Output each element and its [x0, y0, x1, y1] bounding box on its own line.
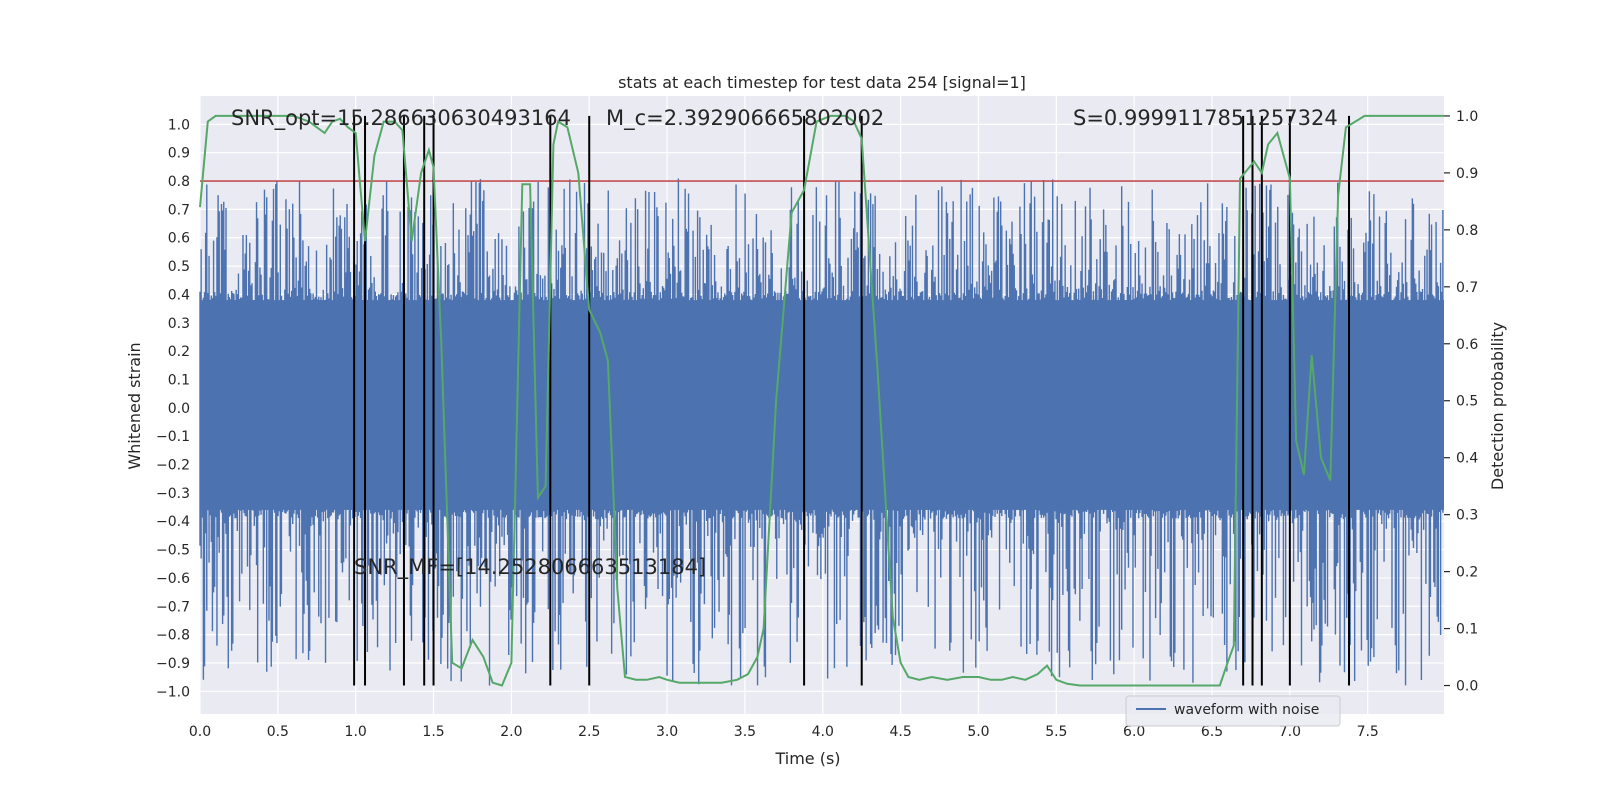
left-y-tick-label: −0.8	[156, 628, 190, 644]
x-axis-title: Time (s)	[774, 749, 840, 768]
annotation-snr-mf: SNR_MF=[14.252806663513184]	[354, 555, 706, 580]
left-y-tick-label: −1.0	[156, 684, 190, 700]
left-y-tick-label: 0.9	[168, 146, 190, 162]
x-tick-label: 0.5	[267, 724, 289, 740]
right-y-axis-title: Detection probability	[1488, 322, 1507, 490]
chart-title: stats at each timestep for test data 254…	[618, 73, 1026, 92]
left-y-tick-label: −0.1	[156, 429, 190, 445]
annotation-chirp-mass: M_c=2.392906665802002	[606, 106, 884, 131]
left-y-tick-label: −0.9	[156, 656, 190, 672]
x-tick-label: 6.5	[1201, 724, 1223, 740]
left-y-tick-label: −0.3	[156, 486, 190, 502]
legend-box	[1125, 695, 1341, 727]
left-y-tick-label: 0.2	[168, 344, 190, 360]
left-y-tick-label: −0.7	[156, 599, 190, 615]
right-y-tick-label: 0.1	[1456, 622, 1478, 638]
left-y-tick-label: 0.6	[168, 231, 190, 247]
detection-probability-line	[199, 114, 1444, 687]
annotation-snr-opt: SNR_opt=15.286630630493164	[231, 106, 571, 131]
left-y-tick-label: 0.5	[168, 259, 190, 275]
x-tick-label: 4.0	[812, 724, 834, 740]
right-y-tick-label: 1.0	[1456, 109, 1478, 125]
left-y-tick-label: 0.1	[168, 372, 190, 388]
x-tick-label: 5.5	[1045, 724, 1067, 740]
x-tick-label: 2.0	[500, 724, 522, 740]
x-tick-label: 3.5	[734, 724, 756, 740]
left-y-tick-label: 0.7	[168, 202, 190, 218]
left-y-tick-label: 0.4	[168, 287, 190, 303]
left-y-tick-label: 1.0	[168, 117, 190, 133]
x-tick-label: 1.0	[345, 724, 367, 740]
x-axis-ticks: 0.0 0.5 1.0 1.5 2.0 2.5 3.0 3.5 4.0 4.5 5.0 5.5 6.0 6…	[189, 724, 1379, 740]
left-y-tick-label: −0.5	[156, 543, 190, 559]
waveform-core-band	[200, 300, 1444, 510]
right-y-tick-label: 0.9	[1456, 166, 1478, 182]
left-y-axis-ticks: 1.0 0.9 0.8 0.7 0.6 0.5 0.4 0.3 0.2 0.1 0.0 −0.1 −0.…	[156, 117, 190, 700]
x-tick-label: 4.5	[889, 724, 911, 740]
right-y-tick-label: 0.0	[1456, 679, 1478, 695]
x-tick-label: 7.0	[1279, 724, 1301, 740]
left-y-tick-label: 0.3	[168, 316, 190, 332]
right-y-tick-label: 0.7	[1456, 280, 1478, 296]
x-tick-label: 5.0	[967, 724, 989, 740]
right-y-axis-ticks: 1.0 0.9 0.8 0.7 0.6 0.5 0.4 0.3 0.2 0.1 0.0	[1444, 109, 1478, 695]
x-tick-label: 3.0	[656, 724, 678, 740]
left-y-tick-label: −0.2	[156, 458, 190, 474]
left-y-tick-label: −0.6	[156, 571, 190, 587]
right-y-tick-label: 0.3	[1456, 508, 1478, 524]
left-y-tick-label: 0.0	[168, 401, 190, 417]
annotation-s-value: S=0.9999117851257324	[1073, 106, 1338, 130]
x-tick-label: 2.5	[578, 724, 600, 740]
x-tick-label: 1.5	[422, 724, 444, 740]
left-y-tick-label: −0.4	[156, 514, 190, 530]
legend: waveform with noise	[1125, 695, 1341, 727]
right-y-tick-label: 0.5	[1456, 394, 1478, 410]
right-y-tick-label: 0.2	[1456, 565, 1478, 581]
left-y-tick-label: 0.8	[168, 174, 190, 190]
right-y-tick-label: 0.8	[1456, 223, 1478, 239]
x-tick-label: 7.5	[1357, 724, 1379, 740]
right-y-tick-label: 0.4	[1456, 451, 1478, 467]
x-tick-label: 6.0	[1123, 724, 1145, 740]
x-tick-label: 0.0	[189, 724, 211, 740]
left-y-axis-title: Whitened strain	[125, 342, 144, 469]
legend-label: waveform with noise	[1174, 702, 1319, 718]
right-y-tick-label: 0.6	[1456, 337, 1478, 353]
